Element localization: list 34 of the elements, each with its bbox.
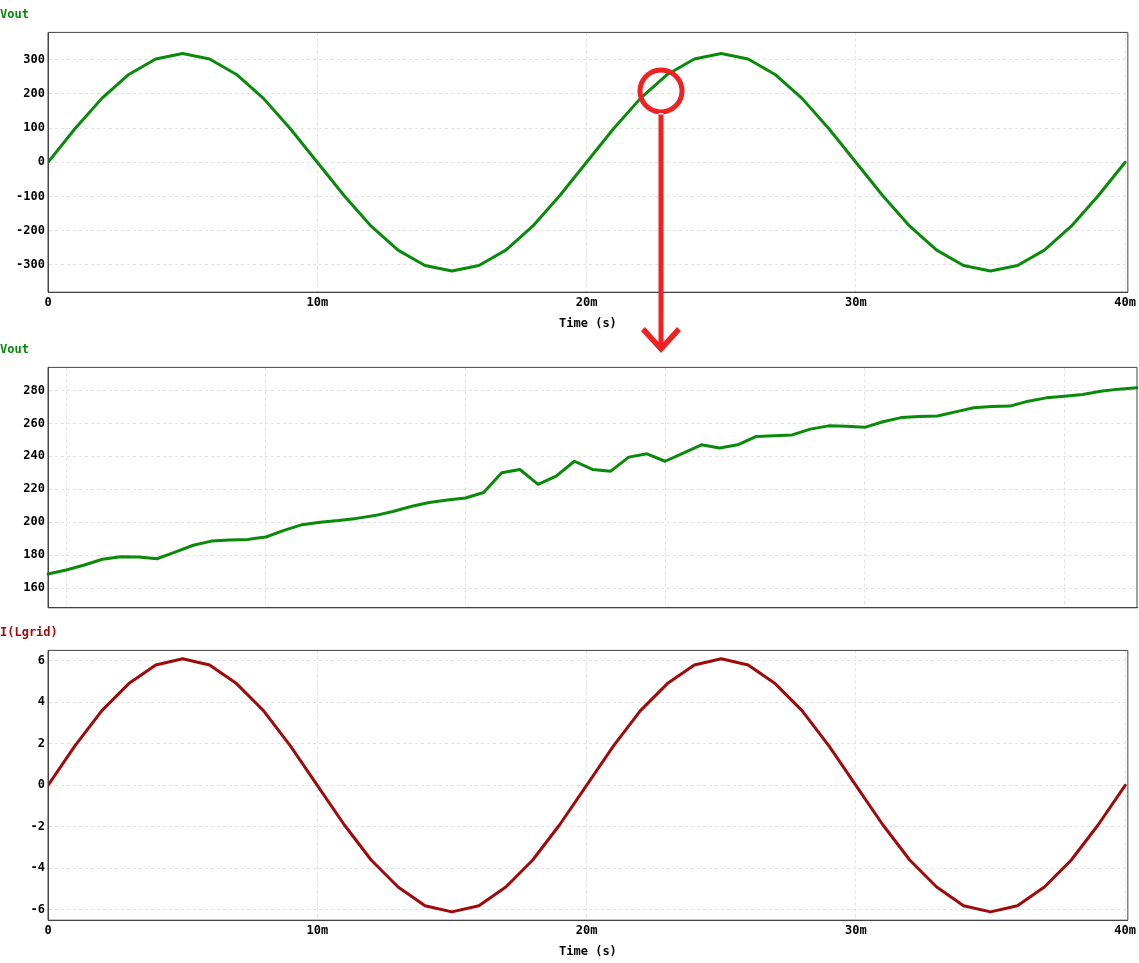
x-tick-label: 30m bbox=[845, 294, 867, 309]
y-tick-label: 160 bbox=[23, 580, 45, 595]
y-tick-label: 200 bbox=[23, 514, 45, 529]
y-tick-label: -200 bbox=[16, 222, 45, 237]
y-tick-label: 0 bbox=[37, 777, 45, 792]
x-tick-label: 10m bbox=[306, 922, 329, 937]
y-tick-label: 220 bbox=[23, 481, 45, 496]
y-tick-label: 280 bbox=[23, 382, 45, 397]
y-tick-label: -4 bbox=[30, 860, 45, 875]
y-tick-label: -100 bbox=[16, 188, 45, 203]
y-tick-label: 260 bbox=[23, 415, 45, 430]
y-tick-label: 6 bbox=[37, 652, 45, 667]
y-tick-label: 0 bbox=[37, 154, 45, 169]
chart-title: Vout bbox=[0, 7, 29, 22]
y-tick-label: -2 bbox=[30, 818, 45, 833]
y-tick-label: 2 bbox=[37, 735, 45, 750]
y-tick-label: 300 bbox=[23, 51, 45, 66]
chart-title: Vout bbox=[0, 342, 29, 357]
x-axis-title: Time (s) bbox=[559, 943, 617, 958]
x-axis-title: Time (s) bbox=[559, 315, 617, 330]
x-tick-label: 40m bbox=[1114, 922, 1136, 937]
y-tick-label: 180 bbox=[23, 547, 45, 562]
y-tick-label: -6 bbox=[30, 901, 45, 916]
x-tick-label: 10m bbox=[306, 294, 329, 309]
x-tick-label: 40m bbox=[1114, 294, 1136, 309]
y-tick-label: 240 bbox=[23, 448, 45, 463]
y-tick-label: 4 bbox=[37, 694, 45, 709]
x-tick-label: 20m bbox=[575, 294, 598, 309]
x-tick-label: 30m bbox=[845, 922, 867, 937]
y-tick-label: 100 bbox=[23, 120, 45, 135]
y-tick-label: -300 bbox=[16, 256, 45, 271]
y-tick-label: 200 bbox=[23, 86, 45, 101]
chart-title: I(Lgrid) bbox=[0, 625, 58, 640]
x-tick-label: 20m bbox=[575, 922, 598, 937]
